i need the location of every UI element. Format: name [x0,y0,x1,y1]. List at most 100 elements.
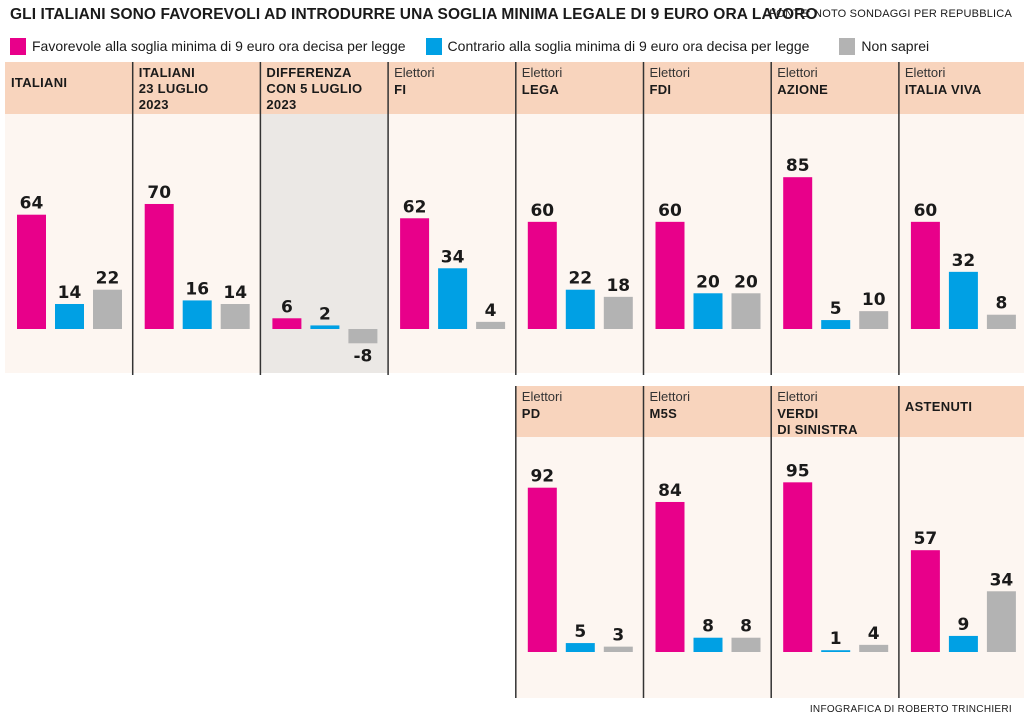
bar-non-saprei [603,296,633,329]
legend-swatch-favorevole [10,37,26,55]
bar-contrario [821,650,851,652]
value-label-non-saprei: 4 [485,301,497,321]
value-label-contrario: 32 [952,251,976,271]
bar-favorevole [272,318,302,329]
panel-azione: Elettori AZIONE 85 5 10 [770,62,899,375]
bar-non-saprei [93,289,122,329]
panel-title: 23 LUGLIO [139,81,209,96]
value-label-non-saprei: 20 [734,272,758,292]
panel-title: FDI [650,82,672,97]
panel-title: CON 5 LUGLIO [266,81,362,96]
bar-non-saprei [603,646,633,652]
panel-italia-viva: Elettori ITALIA VIVA 60 32 8 [898,62,1024,375]
value-label-contrario: 9 [957,615,969,635]
bar-contrario [182,300,212,329]
bar-favorevole [400,218,430,329]
panel-title: ITALIA VIVA [905,82,982,97]
bar-contrario [438,268,468,329]
panel-lega: Elettori LEGA 60 22 18 [515,62,644,375]
bar-favorevole [910,550,940,652]
bar-contrario [310,325,340,329]
value-label-favorevole: 60 [914,201,938,221]
value-label-contrario: 16 [185,279,209,299]
bar-favorevole [17,214,46,329]
panel-prefix: Elettori [905,65,946,80]
value-label-favorevole: 95 [786,461,810,481]
panel-prefix: Elettori [522,65,563,80]
panel-header [898,62,1024,114]
panel-title: FI [394,82,406,97]
value-label-non-saprei: 18 [606,276,630,296]
bar-favorevole [144,203,174,329]
value-label-contrario: 20 [696,272,720,292]
value-label-contrario: 34 [441,247,465,267]
legend: Favorevole alla soglia minima di 9 euro … [10,36,949,56]
panel-astenuti: ASTENUTI 57 9 34 [898,386,1024,698]
bar-contrario [821,320,851,329]
value-label-non-saprei: 14 [223,283,247,303]
bar-contrario [948,271,978,329]
panel-title: 2023 [139,97,169,112]
bar-non-saprei [859,644,889,652]
bar-contrario [693,637,723,652]
value-label-favorevole: 6 [281,297,293,317]
panel-header [771,386,899,437]
panel-title: DIFFERENZA [266,65,352,80]
panel-title: LEGA [522,82,560,97]
panel-title: M5S [650,406,678,421]
legend-label-non-saprei: Non saprei [861,38,930,54]
bar-favorevole [655,221,685,329]
panel-prefix: Elettori [650,389,691,404]
panel-italiani: ITALIANI 64 14 22 [5,62,133,373]
value-label-contrario: 1 [830,629,842,649]
bar-favorevole [655,501,685,652]
panel-header [515,386,644,437]
legend-item-favorevole: Favorevole alla soglia minima di 9 euro … [10,37,406,55]
value-label-contrario: 5 [830,299,842,319]
value-label-favorevole: 60 [530,201,554,221]
value-label-non-saprei: 4 [868,624,880,644]
bar-non-saprei [731,637,761,652]
bar-favorevole [527,221,557,329]
source-note: FONTE: NOTO SONDAGGI PER REPUBBLICA [769,8,1012,20]
bar-non-saprei [348,329,378,344]
bar-non-saprei [220,303,250,329]
panel-header [260,62,389,114]
panel-title: AZIONE [777,82,828,97]
value-label-contrario: 22 [568,269,592,289]
bar-non-saprei [476,321,506,329]
panel-header [898,386,1024,437]
value-label-favorevole: 85 [786,156,810,176]
value-label-favorevole: 60 [658,201,682,221]
bar-non-saprei [986,591,1016,652]
panel-prefix: Elettori [394,65,435,80]
panel-header [5,62,133,114]
value-label-non-saprei: 3 [612,626,624,646]
value-label-favorevole: 84 [658,481,682,501]
value-label-favorevole: 57 [914,529,938,549]
value-label-non-saprei: 22 [96,269,120,289]
legend-label-contrario: Contrario alla soglia minima di 9 euro o… [447,38,810,54]
legend-label-favorevole: Favorevole alla soglia minima di 9 euro … [32,38,406,54]
panel-header [643,62,772,114]
chart-title: GLI ITALIANI SONO FAVOREVOLI AD INTRODUR… [10,6,818,23]
bar-contrario [948,635,978,652]
bar-contrario [693,293,723,329]
panel-title: 2023 [266,97,296,112]
bar-non-saprei [859,311,889,329]
value-label-favorevole: 70 [147,183,171,203]
value-label-favorevole: 64 [20,194,44,214]
panel-prefix: Elettori [522,389,563,404]
credit-note: INFOGRAFICA DI ROBERTO TRINCHIERI [809,704,1012,715]
value-label-non-saprei: 10 [862,290,886,310]
bar-favorevole [527,487,557,652]
value-label-favorevole: 62 [403,197,427,217]
panel-title: ITALIANI [139,65,195,80]
panel-header [515,62,644,114]
panel-header [132,62,261,114]
legend-item-contrario: Contrario alla soglia minima di 9 euro o… [425,37,810,55]
panel-prefix: Elettori [777,65,818,80]
